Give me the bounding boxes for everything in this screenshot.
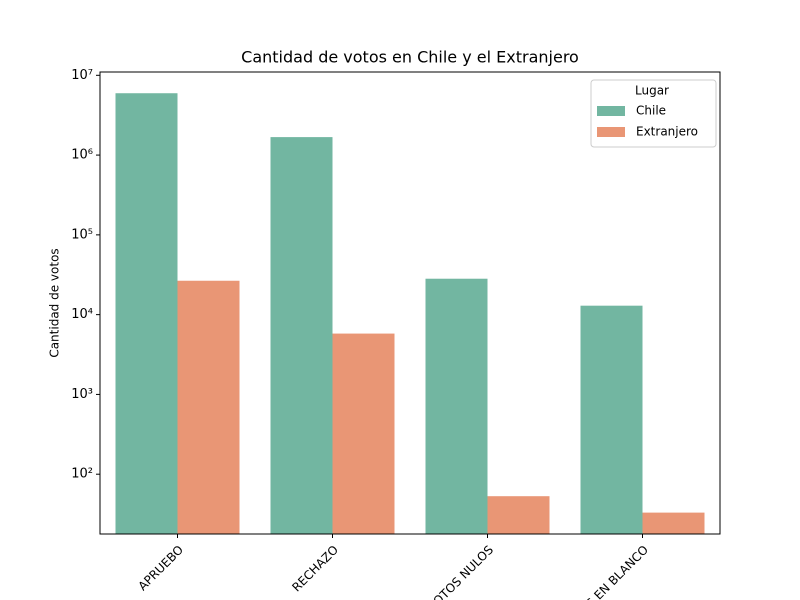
- y-tick-label: 10⁶: [71, 148, 93, 163]
- y-axis-label: Cantidad de votos: [48, 248, 62, 357]
- chart-title: Cantidad de votos en Chile y el Extranje…: [241, 48, 579, 67]
- legend-label: Chile: [636, 104, 666, 118]
- bar: [487, 496, 550, 534]
- legend-title: Lugar: [635, 84, 669, 98]
- x-tick-label: VOTOS NULOS: [425, 543, 496, 600]
- x-tick-label: RECHAZO: [289, 543, 341, 595]
- bar: [270, 137, 333, 534]
- x-tick-label: VOTOS EN BLANCO: [559, 543, 651, 600]
- legend-swatch: [597, 127, 625, 137]
- legend: Lugar Chile Extranjero: [590, 79, 717, 148]
- legend-label: Extranjero: [636, 125, 698, 139]
- y-tick-label: 10³: [71, 387, 93, 402]
- bar: [177, 280, 240, 534]
- bar: [642, 512, 705, 534]
- bar: [115, 93, 178, 535]
- y-tick-label: 10²: [71, 467, 93, 482]
- y-tick-label: 10⁵: [71, 227, 93, 242]
- bar: [425, 278, 488, 534]
- plot-frame: [99, 71, 721, 535]
- bar: [580, 305, 643, 534]
- bar: [332, 333, 395, 534]
- y-tick-label: 10⁴: [71, 307, 93, 322]
- legend-swatch: [597, 106, 625, 116]
- x-tick-label: APRUEBO: [135, 543, 186, 594]
- y-tick-label: 10⁷: [71, 68, 93, 83]
